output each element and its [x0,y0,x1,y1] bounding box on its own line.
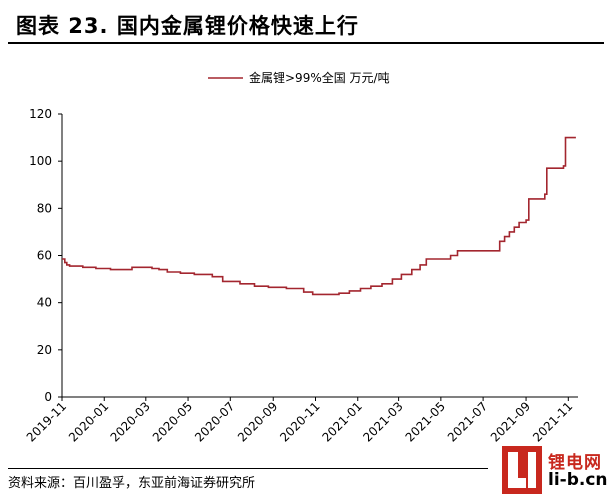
x-tick-label: 2020-05 [150,399,195,444]
y-tick-label: 40 [37,296,52,310]
y-tick-label: 20 [37,343,52,357]
x-tick-label: 2020-11 [277,399,322,444]
logo-text-en: li-b.cn [548,470,608,490]
x-tick-label: 2019-11 [24,399,69,444]
x-tick-label: 2021-07 [445,399,490,444]
x-tick-label: 2021-09 [488,399,533,444]
x-tick-label: 2020-09 [235,399,280,444]
x-tick-label: 2020-03 [108,399,153,444]
y-tick-label: 60 [37,249,52,263]
x-tick-label: 2021-03 [360,399,405,444]
y-tick-label: 0 [44,390,52,404]
x-tick-label: 2021-05 [403,399,448,444]
x-tick-label: 2021-11 [530,399,575,444]
line-chart: 0204060801001202019-112020-012020-032020… [24,70,578,445]
legend-label: 金属锂>99%全国 万元/吨 [249,70,390,85]
x-tick-label: 2020-07 [192,399,237,444]
source-note: 资料来源：百川盈孚，东亚前海证券研究所 [8,468,488,491]
x-tick-label: 2021-01 [320,399,365,444]
page-title: 图表 23. 国内金属锂价格快速上行 [16,14,359,38]
y-tick-label: 120 [29,107,52,121]
logo-text-cn: 锂电网 [548,453,602,473]
y-tick-label: 80 [37,201,52,215]
site-logo: 锂电网 li-b.cn [502,444,610,496]
y-tick-label: 100 [29,154,52,168]
logo-mark-icon [502,446,542,494]
title-bar: 图表 23. 国内金属锂价格快速上行 [8,6,604,44]
series-line [62,136,576,296]
x-tick-label: 2020-01 [66,399,111,444]
